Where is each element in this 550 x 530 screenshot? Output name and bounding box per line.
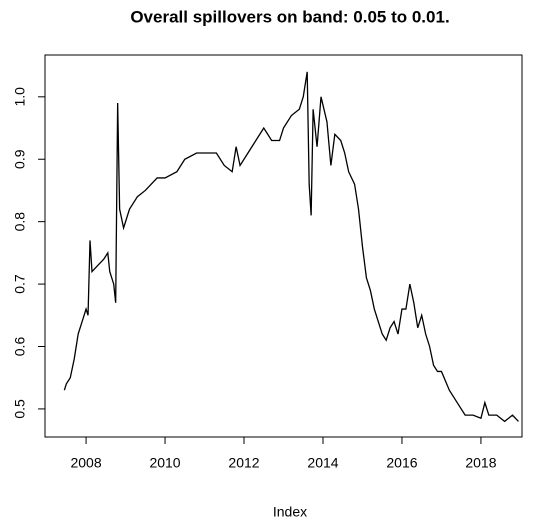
x-tick-label: 2008 [70,455,101,471]
y-tick-label: 0.5 [12,399,28,419]
y-tick-label: 0.8 [12,212,28,232]
x-tick-label: 2018 [465,455,496,471]
x-tick-label: 2012 [228,455,259,471]
x-tick-label: 2014 [307,455,338,471]
x-tick-label: 2016 [386,455,417,471]
y-tick-label: 0.9 [12,149,28,169]
y-tick-label: 1.0 [12,87,28,107]
y-tick-label: 0.6 [12,337,28,357]
y-tick-label: 0.7 [12,274,28,294]
plot-box [44,54,523,438]
line [63,71,519,423]
x-tick-label: 2010 [149,455,180,471]
chart-title: Overall spillovers on band: 0.05 to 0.01… [130,7,449,26]
x-axis-label: Index [273,504,307,520]
